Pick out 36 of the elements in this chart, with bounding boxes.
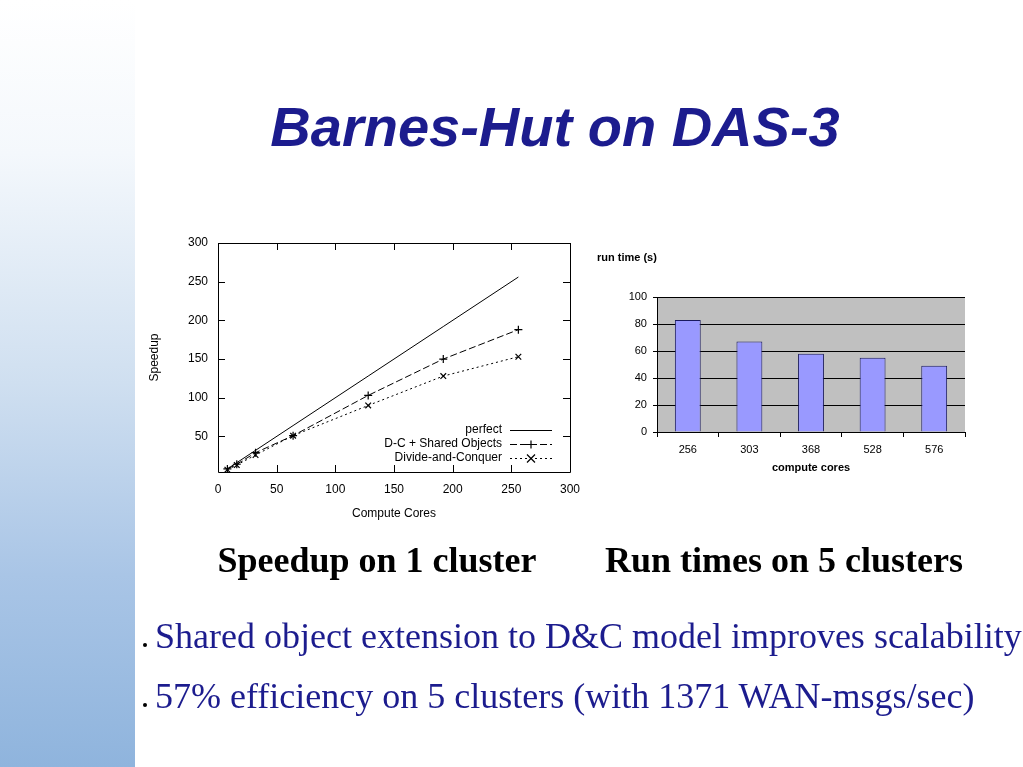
x-tick-label: 256 <box>678 442 697 455</box>
text: Run times on 5 clusters <box>605 540 963 580</box>
x-tick-label: 150 <box>383 481 405 496</box>
y-tick-label: 250 <box>187 273 209 288</box>
x-tick-label: 368 <box>801 442 821 455</box>
x-axis-title: compute cores <box>771 461 851 474</box>
text: Shared object extension to D&C model improves scalability <box>155 616 1022 676</box>
y-tick-label: 20 <box>634 398 647 411</box>
legend-label: perfect <box>465 422 503 437</box>
y-axis-title: Speedup <box>146 333 161 382</box>
x-tick-label: 200 <box>442 481 463 496</box>
y-tick-label: 100 <box>628 290 647 303</box>
legend-label: Divide-and-Conquer <box>394 450 502 465</box>
x-axis-title: Compute Cores <box>351 506 437 521</box>
y-tick-label: 60 <box>634 344 647 357</box>
x-tick-label: 50 <box>269 481 284 496</box>
text: Speedup on 1 cluster <box>217 540 537 580</box>
x-tick-label: 300 <box>559 481 581 496</box>
x-tick-label: 250 <box>501 481 522 496</box>
x-tick-label: 0 <box>214 481 222 496</box>
y-tick-label: 150 <box>187 351 209 366</box>
x-tick-label: 576 <box>925 442 944 455</box>
y-tick-label: 40 <box>634 371 647 384</box>
chart-title: Barnes-Hut on DAS-3 <box>269 94 841 160</box>
text: 57% efficiency on 5 clusters (with 1371 WAN-msgs/sec) <box>155 676 1022 736</box>
y-tick-label: 80 <box>634 317 647 330</box>
y-tick-label: 100 <box>187 390 209 405</box>
y-tick-label: 50 <box>194 428 209 443</box>
y-tick-label: 300 <box>187 235 209 250</box>
x-tick-label: 100 <box>325 481 346 496</box>
x-tick-label: 528 <box>863 442 882 455</box>
y-axis-title: run time (s) <box>597 251 658 264</box>
legend-label: D-C + Shared Objects <box>384 436 502 451</box>
y-tick-label: 0 <box>640 425 647 438</box>
x-tick-label: 303 <box>740 442 759 455</box>
y-tick-label: 200 <box>187 312 209 327</box>
